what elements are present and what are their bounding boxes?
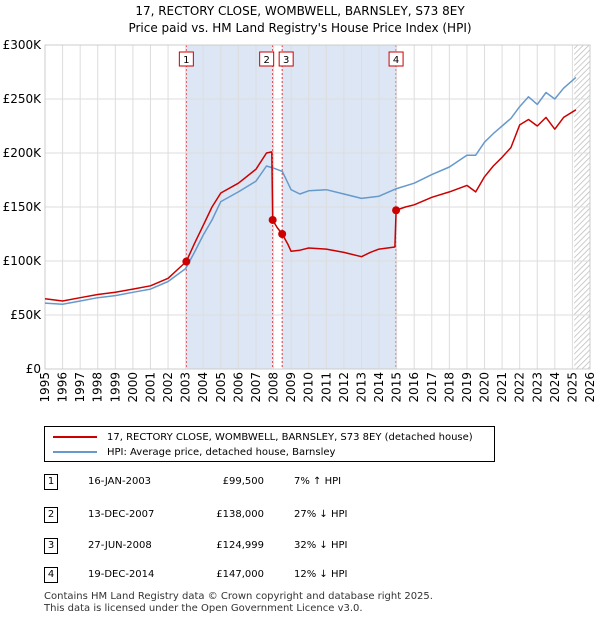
plot-frame xyxy=(44,44,591,370)
x-tick-label: 1997 xyxy=(73,372,87,403)
transaction-date: 27-JUN-2008 xyxy=(88,540,152,551)
transaction-date: 19-DEC-2014 xyxy=(88,569,155,580)
legend-item-hpi: HPI: Average price, detached house, Barn… xyxy=(53,445,335,459)
sale-marker-label: 4 xyxy=(393,55,399,66)
x-tick-label: 2014 xyxy=(372,372,386,403)
transaction-number: 4 xyxy=(44,567,58,583)
transaction-row: 3 27-JUN-2008 £124,999 32% ↓ HPI xyxy=(44,538,384,556)
x-tick-label: 2016 xyxy=(407,372,421,403)
y-tick-label: £100K xyxy=(3,254,43,268)
x-tick-label: 2018 xyxy=(442,372,456,403)
legend-item-property: 17, RECTORY CLOSE, WOMBWELL, BARNSLEY, S… xyxy=(53,430,473,444)
y-tick-label: £250K xyxy=(3,92,43,106)
x-tick-label: 2001 xyxy=(143,372,157,403)
footer-license: This data is licensed under the Open Gov… xyxy=(44,603,363,614)
transaction-price: £147,000 xyxy=(216,569,264,580)
sale-marker-label: 3 xyxy=(283,55,289,66)
x-tick-label: 2019 xyxy=(460,372,474,403)
sale-point xyxy=(278,230,287,239)
legend-property-label: 17, RECTORY CLOSE, WOMBWELL, BARNSLEY, S… xyxy=(107,431,473,443)
transaction-date: 13-DEC-2007 xyxy=(88,509,155,520)
x-tick-label: 2026 xyxy=(583,372,597,403)
x-tick-label: 2004 xyxy=(196,372,210,403)
x-tick-label: 2008 xyxy=(267,372,281,403)
sale-marker-box xyxy=(259,51,275,67)
x-tick-label: 1995 xyxy=(38,372,52,403)
transaction-number: 2 xyxy=(44,507,58,523)
x-tick-label: 2015 xyxy=(390,372,404,403)
sale-point xyxy=(182,257,191,266)
y-tick-label: £300K xyxy=(3,38,43,52)
x-tick-label: 2009 xyxy=(284,372,298,403)
x-tick-label: 1996 xyxy=(56,372,70,403)
transaction-number: 3 xyxy=(44,538,58,554)
x-tick-label: 2007 xyxy=(249,372,263,403)
x-tick-label: 2013 xyxy=(354,372,368,403)
transaction-hpi-diff: 27% ↓ HPI xyxy=(294,509,348,520)
transaction-hpi-diff: 7% ↑ HPI xyxy=(294,476,342,487)
grid xyxy=(44,44,591,370)
x-tick-label: 2025 xyxy=(565,372,579,403)
sale-marker-box xyxy=(388,51,404,67)
sale-marker-label: 1 xyxy=(183,55,189,66)
x-tick-label: 2006 xyxy=(231,372,245,403)
x-tick-label: 2010 xyxy=(302,372,316,403)
x-tick-label: 2000 xyxy=(126,372,140,403)
chart-subtitle: Price paid vs. HM Land Registry's House … xyxy=(128,21,472,35)
x-tick-label: 2017 xyxy=(425,372,439,403)
transaction-hpi-diff: 12% ↓ HPI xyxy=(294,569,348,580)
chart-title: 17, RECTORY CLOSE, WOMBWELL, BARNSLEY, S… xyxy=(135,4,465,18)
transaction-row: 1 16-JAN-2003 £99,500 7% ↑ HPI xyxy=(44,474,384,492)
series-lines xyxy=(44,76,577,305)
x-tick-label: 2002 xyxy=(161,372,175,403)
x-tick-label: 2021 xyxy=(495,372,509,403)
sale-marker-label: 2 xyxy=(263,55,269,66)
x-tick-label: 2005 xyxy=(214,372,228,403)
transaction-hpi-diff: 32% ↓ HPI xyxy=(294,540,348,551)
transaction-price: £124,999 xyxy=(216,540,264,551)
y-tick-label: £50K xyxy=(10,308,42,322)
y-tick-label: £0 xyxy=(26,362,41,376)
transaction-number: 1 xyxy=(44,474,58,490)
property-line-swatch xyxy=(53,436,97,438)
hpi-line-swatch xyxy=(53,451,97,453)
x-tick-label: 2011 xyxy=(319,372,333,403)
sale-point xyxy=(392,206,401,215)
x-tick-label: 2003 xyxy=(179,372,193,403)
x-tick-label: 2012 xyxy=(337,372,351,403)
transaction-price: £99,500 xyxy=(222,476,264,487)
property-price-line xyxy=(44,109,577,302)
x-tick-label: 2024 xyxy=(548,372,562,403)
transaction-row: 2 13-DEC-2007 £138,000 27% ↓ HPI xyxy=(44,507,384,525)
transaction-price: £138,000 xyxy=(216,509,264,520)
sale-markers: 1 2 3 4 xyxy=(178,51,404,266)
x-tick-label: 2023 xyxy=(530,372,544,403)
legend-hpi-label: HPI: Average price, detached house, Barn… xyxy=(107,446,336,458)
sale-marker-box xyxy=(278,51,294,67)
y-tick-label: £200K xyxy=(3,146,43,160)
hpi-line xyxy=(44,76,577,305)
y-tick-label: £150K xyxy=(3,200,43,214)
transaction-date: 16-JAN-2003 xyxy=(88,476,152,487)
sale-marker-box xyxy=(178,51,194,67)
x-tick-label: 2020 xyxy=(478,372,492,403)
x-tick-label: 2022 xyxy=(513,372,527,403)
footer-copyright: Contains HM Land Registry data © Crown c… xyxy=(44,591,433,602)
x-tick-label: 1999 xyxy=(108,372,122,403)
legend: 17, RECTORY CLOSE, WOMBWELL, BARNSLEY, S… xyxy=(44,426,495,462)
x-tick-label: 1998 xyxy=(91,372,105,403)
transaction-row: 4 19-DEC-2014 £147,000 12% ↓ HPI xyxy=(44,567,384,585)
sale-point xyxy=(268,215,277,224)
